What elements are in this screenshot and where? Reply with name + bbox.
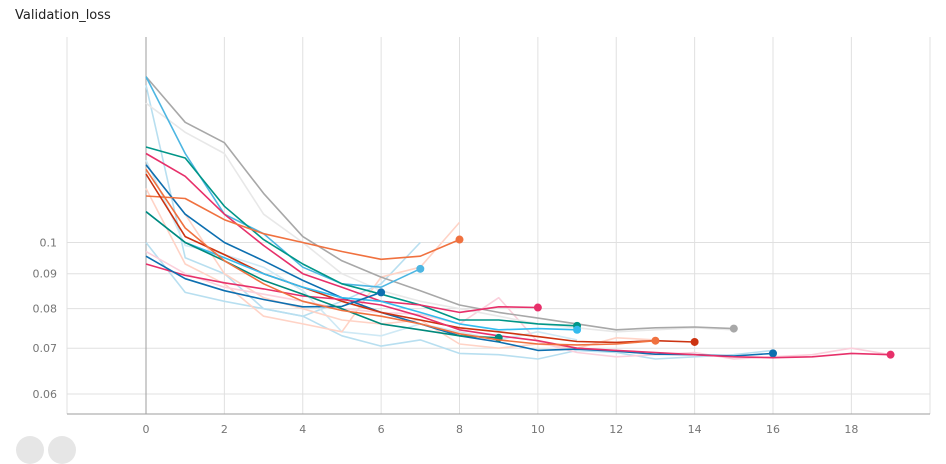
series-line-run-orange <box>145 195 460 261</box>
faint-series-line <box>145 102 734 333</box>
x-tick-label: 6 <box>378 423 385 436</box>
series-end-point-run-red <box>690 337 699 346</box>
x-tick-label: 10 <box>531 423 545 436</box>
series-line-run-green <box>145 146 578 327</box>
axis-layer <box>67 37 930 415</box>
y-tick-label: 0.09 <box>33 268 58 281</box>
series-end-point-run-magenta <box>533 303 542 312</box>
faint-series-line <box>145 188 461 333</box>
grid-layer <box>66 37 931 414</box>
series-line-run-orange2 <box>145 168 656 346</box>
faint-series-line <box>145 159 578 341</box>
x-tick-label: 12 <box>609 423 623 436</box>
fit-domain-button[interactable] <box>16 436 44 464</box>
series-end-point-run-orange <box>455 235 464 244</box>
series-end-point-run-blue <box>769 349 777 358</box>
series-end-point-run-cyan <box>416 264 425 273</box>
series-line-run-deepblue <box>145 255 382 308</box>
series-line-run-cyan <box>145 76 421 288</box>
faint-series-layer <box>145 85 891 360</box>
x-tick-label: 8 <box>456 423 463 436</box>
series-line-run-teal2 <box>145 210 499 339</box>
tick-label-layer: 0 2 4 6 8 10 12 14 16 18 0.06 0.07 0.08 0.09 0.1 <box>33 237 859 436</box>
chart-area[interactable]: 0 2 4 6 8 10 12 14 16 18 0.06 0.07 0.08 0.09 0.1 <box>0 0 946 441</box>
series-end-point-run-orange2 <box>651 336 660 345</box>
series-layer <box>145 76 895 359</box>
series-line-run-magenta <box>145 152 538 314</box>
series-end-point-run-grey <box>729 324 738 333</box>
series-line-run-grey <box>145 76 734 331</box>
faint-series-line <box>145 250 891 360</box>
x-tick-label: 2 <box>221 423 228 436</box>
y-tick-label: 0.1 <box>40 237 58 250</box>
chart-title: Validation_loss <box>15 8 111 23</box>
x-tick-label: 14 <box>688 423 702 436</box>
faint-series-line <box>145 85 421 317</box>
x-tick-label: 4 <box>299 423 306 436</box>
series-end-point-run-lightblue <box>573 325 582 334</box>
series-line-run-red <box>145 173 695 344</box>
series-end-point-run-deepblue <box>377 288 386 297</box>
y-tick-label: 0.06 <box>33 388 58 401</box>
toggle-log-scale-button[interactable] <box>48 436 76 464</box>
x-tick-label: 0 <box>143 423 150 436</box>
series-end-point-run-pink <box>886 350 895 359</box>
y-tick-label: 0.08 <box>33 303 58 316</box>
series-line-run-pink <box>145 263 891 359</box>
x-tick-label: 16 <box>766 423 780 436</box>
x-tick-label: 18 <box>844 423 858 436</box>
y-tick-label: 0.07 <box>33 342 58 355</box>
